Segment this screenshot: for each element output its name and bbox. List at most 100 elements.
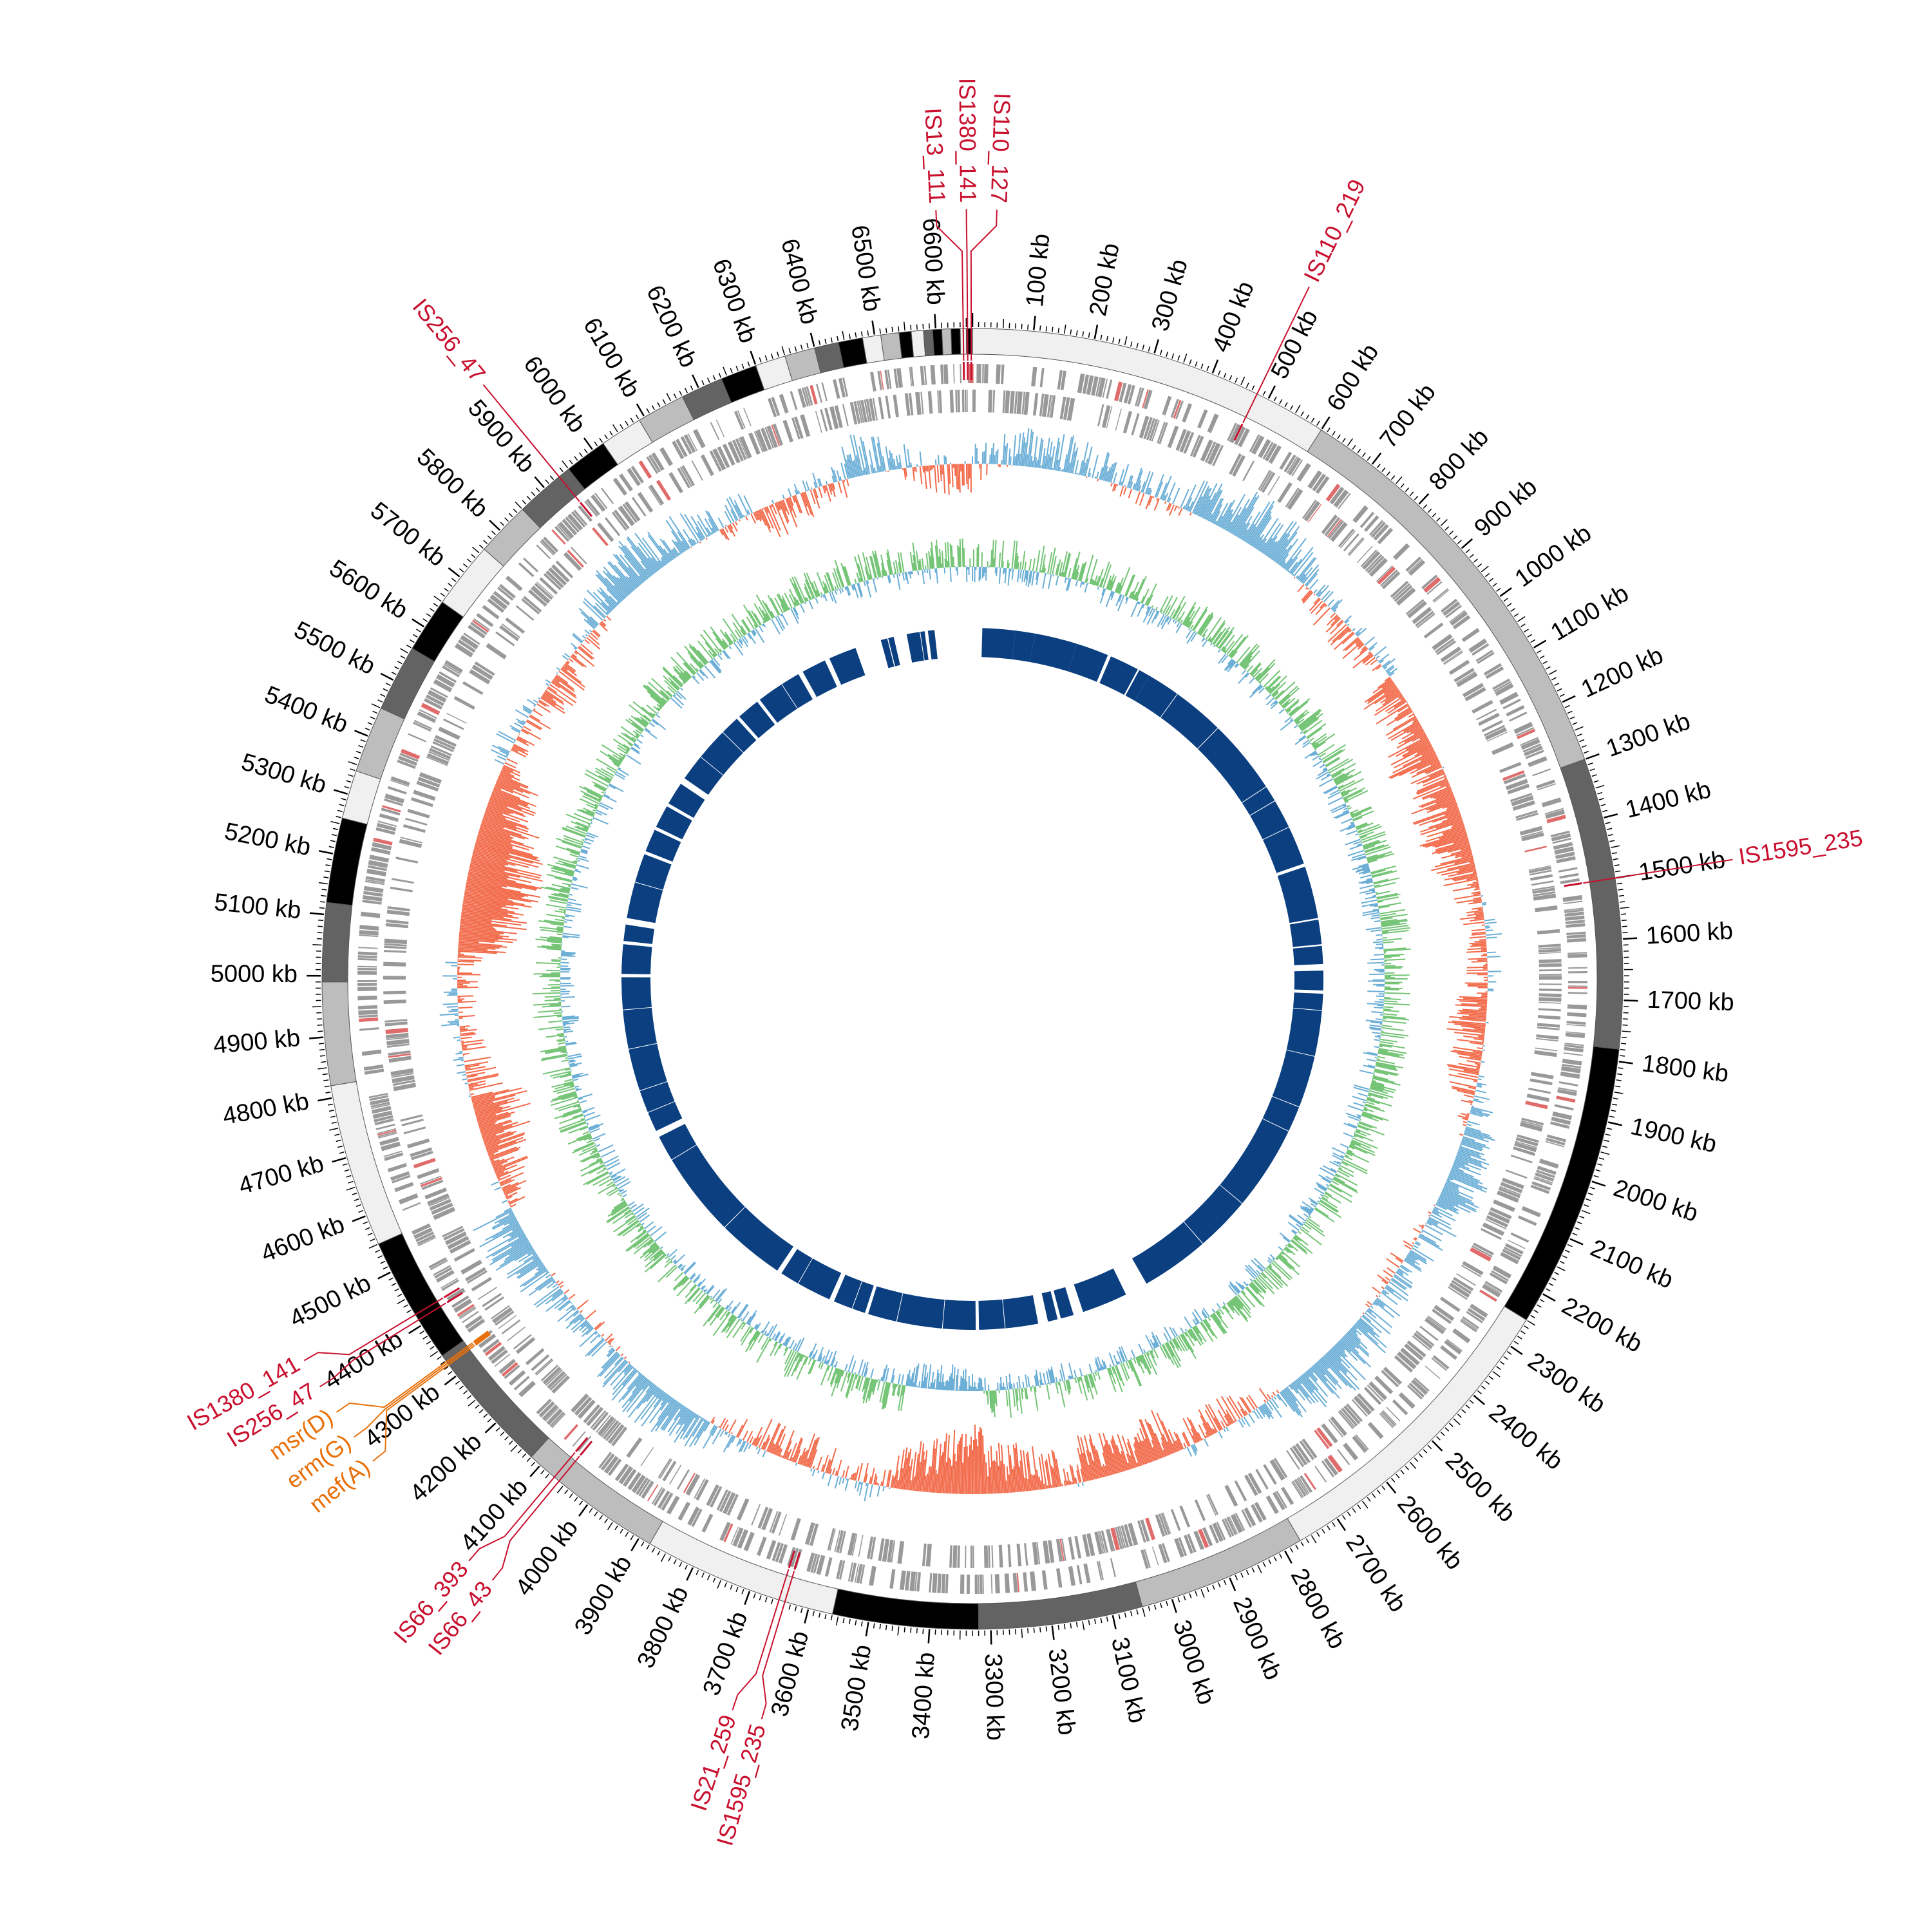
gc-content-bar — [1418, 1224, 1425, 1229]
cds-feature — [972, 390, 976, 413]
gc-content-bar — [1470, 918, 1484, 922]
scale-tick — [855, 1620, 857, 1625]
scale-tick — [1418, 1453, 1423, 1458]
scale-tick-label: 400 kb — [1208, 278, 1260, 356]
gc-content-bar — [1235, 506, 1255, 537]
cds-feature — [413, 790, 436, 801]
gc-content-bar — [1387, 1267, 1396, 1274]
cds-feature — [957, 390, 960, 413]
scale-tick — [759, 1595, 762, 1601]
cds-feature — [768, 397, 777, 417]
scale-tick — [1148, 1606, 1151, 1612]
scale-tick — [604, 434, 608, 439]
cds-feature — [1321, 1460, 1335, 1477]
scale-tick-label: 3400 kb — [907, 1651, 940, 1740]
gc-content-bar — [1470, 1112, 1483, 1117]
scale-tick — [1620, 907, 1630, 909]
scale-tick — [1300, 1541, 1304, 1547]
gc-content-bar — [898, 462, 901, 469]
cds-feature — [791, 417, 800, 440]
gc-content-bar — [457, 1000, 477, 1003]
gc-skew-bar — [1036, 549, 1041, 572]
cds-feature — [390, 1171, 410, 1181]
gc-skew-bar — [1247, 665, 1254, 672]
gc-content-bar — [1223, 1428, 1226, 1432]
scale-tick — [1262, 390, 1266, 396]
gc-content-bar — [1397, 1269, 1404, 1274]
cds-feature — [1128, 1522, 1139, 1546]
gc-content-bar — [1196, 488, 1210, 516]
cds-feature — [388, 1056, 412, 1063]
gc-content-bar — [609, 1343, 612, 1345]
gc-content-bar — [1460, 1142, 1482, 1151]
cds-feature — [430, 745, 453, 757]
gc-content-bar — [1126, 475, 1132, 488]
cds-feature — [1106, 406, 1113, 429]
cds-feature — [1550, 1121, 1570, 1129]
gc-content-bar — [1484, 927, 1491, 929]
gc-content-bar — [1403, 742, 1431, 758]
gc-skew-bar — [1007, 559, 1009, 569]
gc-content-bar — [842, 1477, 845, 1484]
gc-content-bar — [1440, 1193, 1477, 1211]
cds-feature — [441, 1279, 459, 1291]
cds-feature — [1423, 576, 1441, 593]
cds-feature — [1408, 560, 1426, 576]
cds-feature — [1520, 737, 1539, 746]
gc-content-bar — [1388, 1281, 1409, 1296]
gc-content-bar — [1061, 1483, 1063, 1486]
gc-content-bar — [1044, 437, 1050, 469]
gc-content-bar — [1080, 442, 1089, 476]
gc-content-bar — [762, 507, 764, 509]
gc-content-bar — [1204, 483, 1223, 520]
scale-tick — [1589, 768, 1595, 772]
gc-content-bar — [1455, 1158, 1469, 1164]
cds-feature — [1398, 1392, 1416, 1409]
cds-feature — [793, 416, 804, 439]
cds-feature — [1564, 909, 1584, 914]
gc-content-bar — [1189, 480, 1206, 513]
gc-content-bar — [1056, 459, 1059, 471]
scale-tick-label: 4600 kb — [258, 1211, 348, 1267]
gc-content-bar — [603, 618, 607, 622]
scale-tick — [540, 1470, 545, 1475]
cds-feature — [535, 1358, 553, 1375]
cds-feature — [562, 518, 578, 536]
cds-feature — [1396, 1351, 1417, 1370]
cds-feature — [421, 703, 440, 715]
gc-content-bar — [1273, 526, 1300, 562]
cds-feature — [1537, 1023, 1560, 1028]
scale-tick — [1481, 565, 1489, 573]
gc-content-bar — [706, 534, 710, 537]
cds-feature — [428, 1257, 447, 1269]
gc-content-bar — [1224, 494, 1245, 531]
scale-tick — [599, 437, 603, 443]
cds-feature — [996, 364, 1001, 384]
scale-tick — [346, 780, 352, 783]
cds-feature — [1473, 1242, 1494, 1256]
gc-content-bar — [1304, 569, 1320, 586]
scale-tick — [668, 1556, 672, 1562]
cds-feature — [1095, 377, 1101, 397]
gc-content-bar — [506, 754, 509, 757]
gc-content-bar — [1155, 481, 1164, 498]
scale-tick — [1130, 341, 1133, 347]
cds-feature — [1484, 727, 1507, 741]
scale-tick — [500, 522, 505, 526]
scale-tick — [824, 338, 827, 344]
gc-content-bar — [1443, 1188, 1472, 1202]
gc-content-bar — [1386, 1284, 1408, 1302]
cds-feature — [1141, 1549, 1150, 1569]
cds-feature — [1490, 1207, 1512, 1220]
cds-feature — [1226, 1517, 1237, 1535]
scale-tick — [578, 1504, 589, 1517]
cds-feature — [1216, 1521, 1226, 1540]
scale-tick — [1436, 1435, 1441, 1441]
cds-feature — [940, 365, 944, 384]
gc-content-bar — [1390, 1278, 1406, 1291]
gc-content-bar — [1456, 1153, 1482, 1164]
cds-feature — [460, 1260, 482, 1275]
cds-feature — [677, 1501, 691, 1521]
cds-feature — [377, 1129, 397, 1136]
cds-feature — [518, 1381, 536, 1397]
